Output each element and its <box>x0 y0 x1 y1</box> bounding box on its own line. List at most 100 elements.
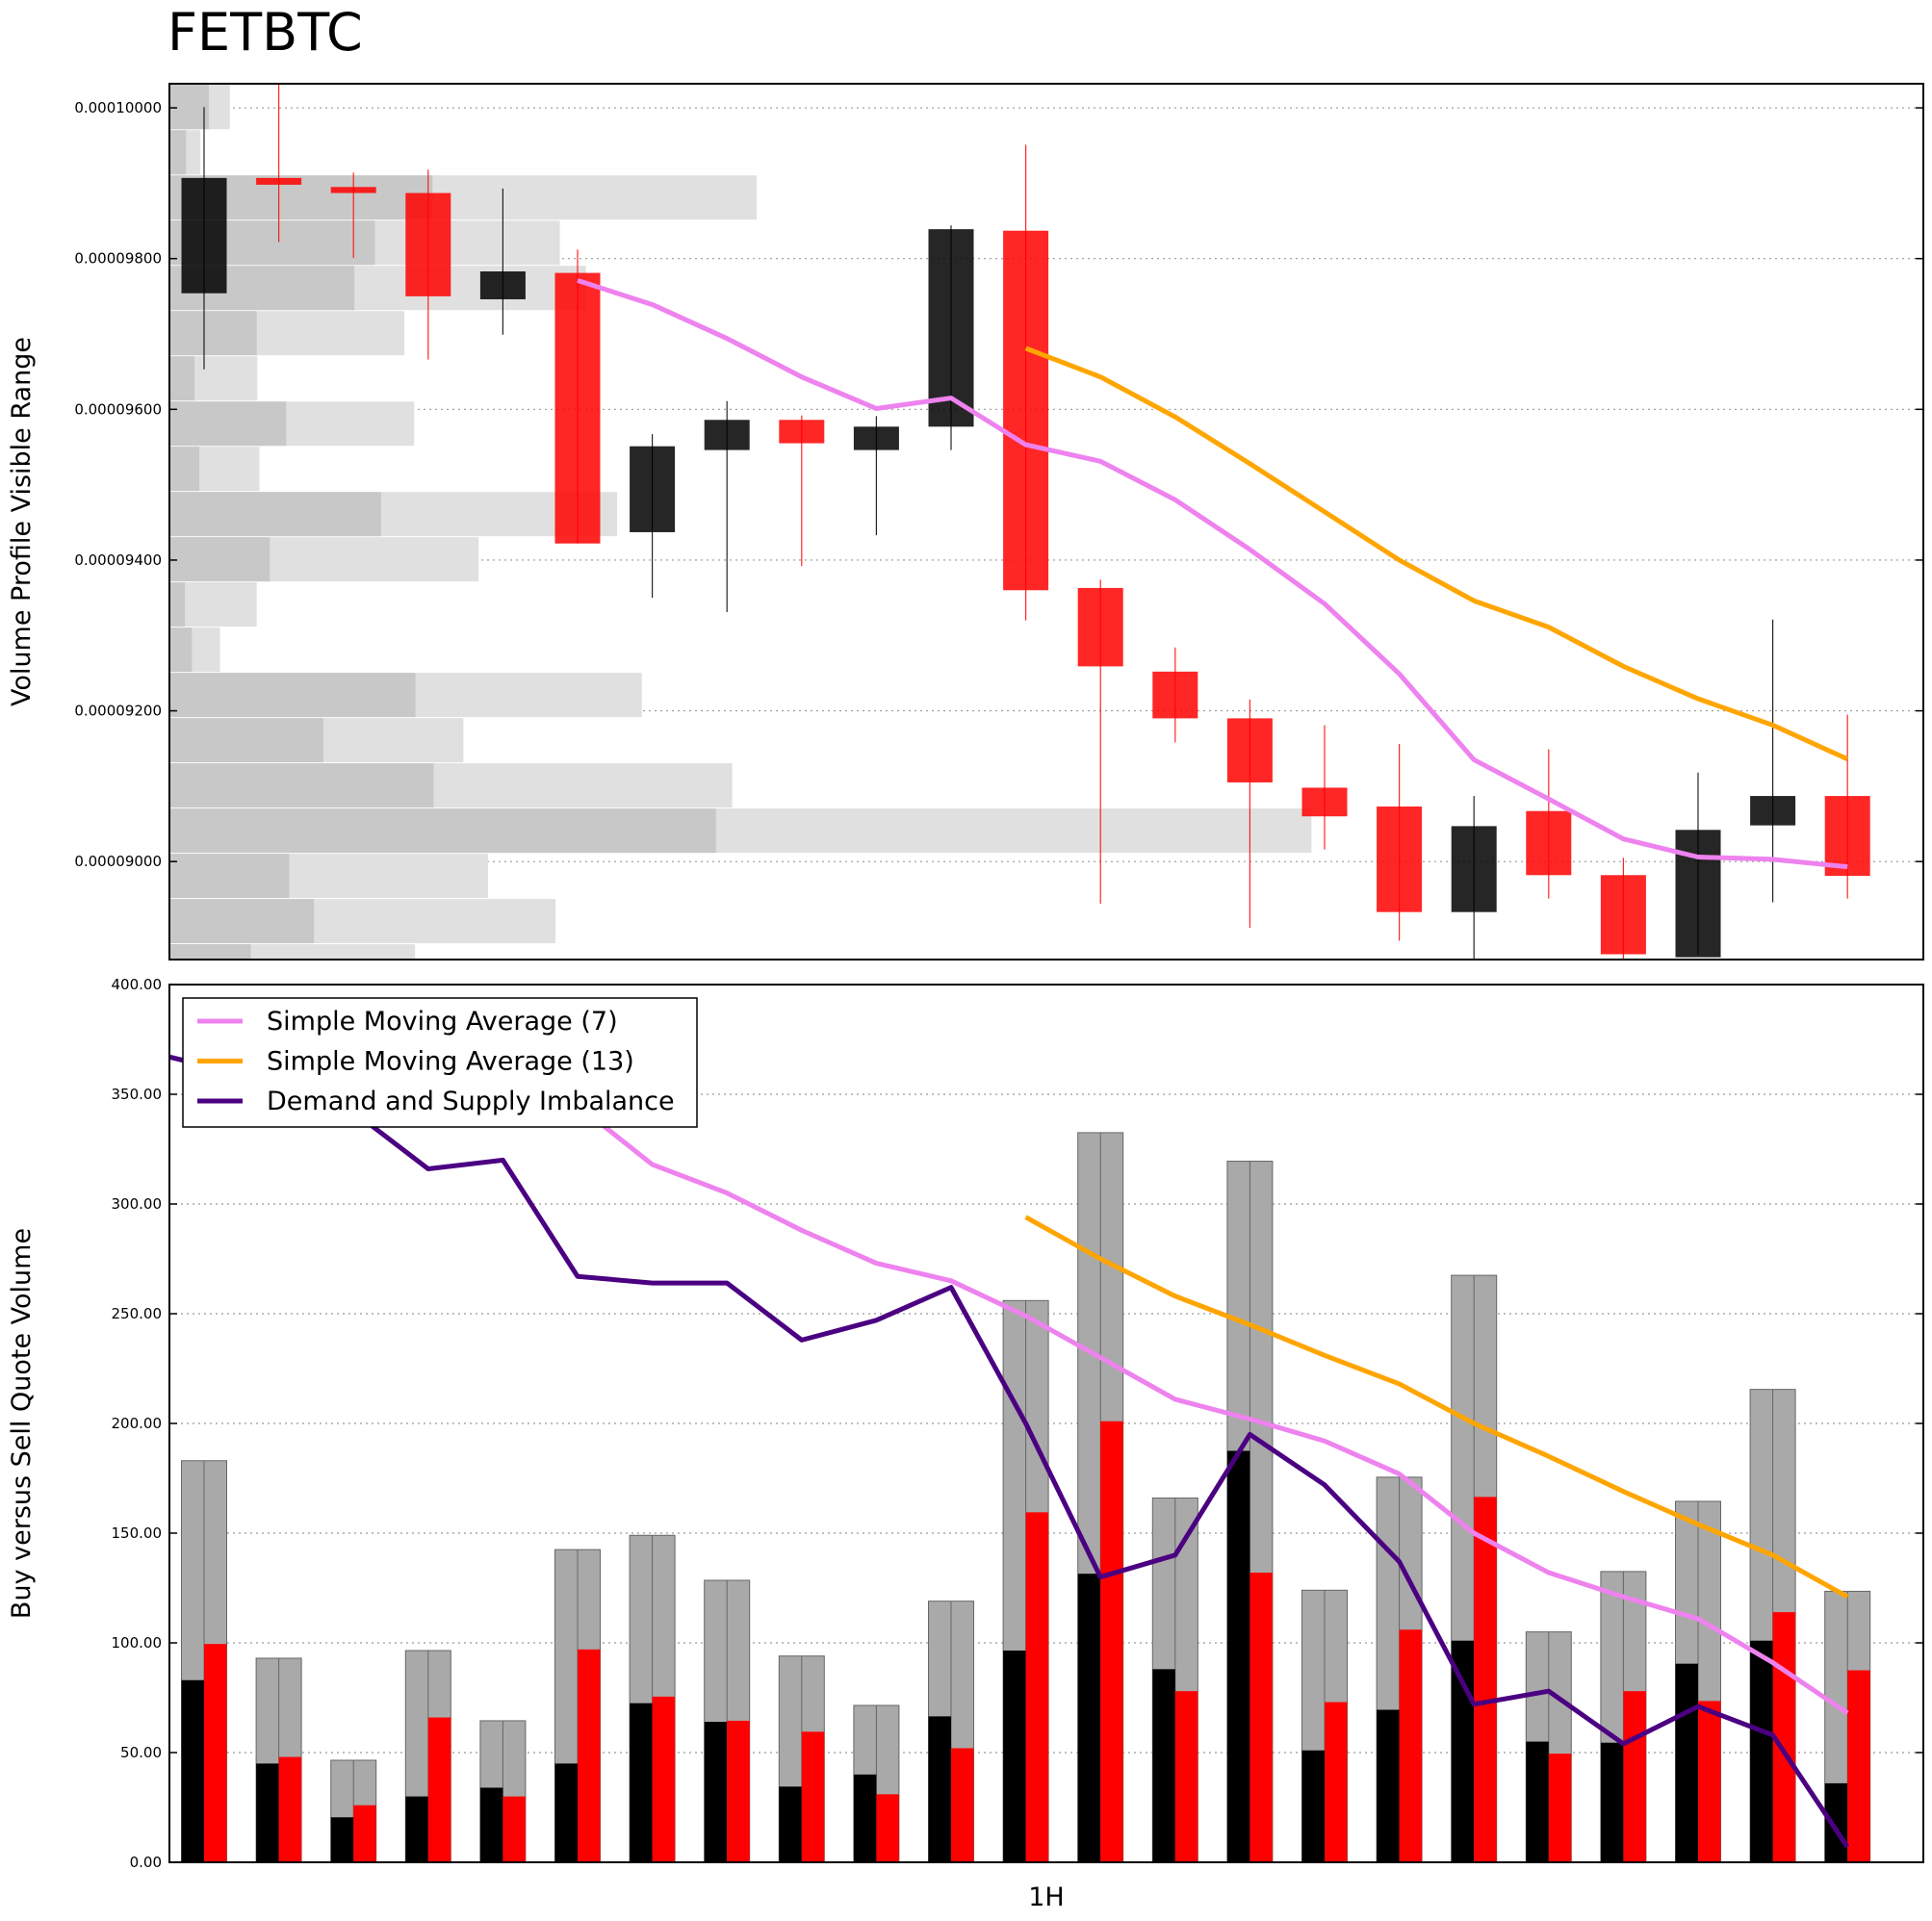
volume-tick-label: 350.00 <box>112 1086 163 1103</box>
volume-sell-bar <box>1399 1629 1423 1862</box>
volume-sell-bar <box>204 1644 227 1862</box>
candle-body <box>853 426 899 450</box>
price-y-ticks: 0.00009000 0.00009200 0.00009400 0.00009600… <box>74 99 1923 870</box>
volume-sma7-line <box>576 1103 1849 1716</box>
candle-body <box>256 177 302 185</box>
volume-sell-bar <box>727 1720 750 1862</box>
volume-sell-bar <box>1847 1670 1870 1862</box>
volume-profile-bar-dominant <box>169 854 290 899</box>
price-panel-frame <box>168 83 1924 960</box>
price-tick-label: 0.00009200 <box>74 703 162 720</box>
volume-buy-bar <box>479 1787 503 1862</box>
volume-buy-bar <box>1526 1741 1549 1862</box>
volume-profile-bar-dominant <box>169 311 257 356</box>
price-tick-label: 0.00009800 <box>74 250 162 268</box>
price-tick-label: 0.00009000 <box>74 853 162 870</box>
volume-buy-bar <box>630 1703 653 1862</box>
volume-tick-label: 400.00 <box>112 976 163 993</box>
volume-sell-bar <box>1249 1573 1273 1862</box>
legend-box <box>182 997 698 1128</box>
candle-body <box>630 446 676 532</box>
volume-buy-bar <box>256 1763 279 1862</box>
volume-buy-bar <box>1600 1742 1624 1862</box>
candle-body <box>1750 796 1796 826</box>
volume-buy-bar <box>1675 1663 1698 1862</box>
volume-tick-label: 200.00 <box>112 1415 163 1432</box>
volume-sell-bar <box>876 1794 899 1862</box>
volume-profile-bar-dominant <box>169 537 270 582</box>
volume-sell-bar <box>951 1748 974 1862</box>
candle-body <box>554 272 601 544</box>
volume-profile-bar-dominant <box>169 130 187 175</box>
volume-buy-bar <box>181 1679 204 1862</box>
volume-sell-bar <box>1474 1497 1497 1862</box>
volume-sma13-line <box>1024 1215 1849 1600</box>
candle-body <box>1675 830 1721 958</box>
volume-profile-bar-dominant <box>169 356 195 401</box>
volume-tick-label: 0.00 <box>130 1854 162 1871</box>
price-tick-label: 0.00010000 <box>74 99 162 116</box>
price-y-axis-label: Volume Profile Visible Range <box>7 337 37 706</box>
volume-sell-bar <box>1025 1512 1049 1862</box>
volume-profile-bar-dominant <box>169 899 315 944</box>
imbalance-line <box>169 1054 1850 1849</box>
volume-profile-bar-dominant <box>169 944 251 960</box>
volume-y-ticks: 0.00 50.00 100.00 150.00 200.00 250.00 300.00 3… <box>112 976 1923 1871</box>
volume-panel-frame <box>168 984 1924 1863</box>
candle-body <box>779 420 825 444</box>
volume-y-axis-label: Buy versus Sell Quote Volume <box>7 1228 37 1619</box>
legend: Simple Moving Average (7) Simple Moving A… <box>182 997 698 1128</box>
volume-sell-bar <box>578 1649 601 1862</box>
candle-body <box>1152 671 1198 719</box>
volume-buy-bar <box>853 1774 877 1862</box>
volume-sell-bar <box>1698 1701 1721 1862</box>
candle-body <box>704 420 750 450</box>
price-panel: 0.00009000 0.00009200 0.00009400 0.00009600… <box>7 83 1924 960</box>
volume-buy-bar <box>1451 1640 1475 1862</box>
volume-sell-bar <box>502 1796 526 1862</box>
volume-profile-bar-dominant <box>169 763 434 808</box>
volume-buy-bar <box>704 1722 728 1862</box>
candle-body <box>181 177 227 294</box>
candle-body <box>1003 230 1049 591</box>
candle-body <box>1824 796 1870 877</box>
price-tick-label: 0.00009600 <box>74 400 162 418</box>
candle-body <box>1451 826 1497 912</box>
volume-bars <box>181 1132 1871 1863</box>
volume-buy-bar <box>405 1796 428 1862</box>
volume-buy-bar <box>1003 1650 1026 1862</box>
volume-sell-bar <box>1174 1691 1198 1862</box>
volume-tick-label: 250.00 <box>112 1305 163 1322</box>
x-axis-label: 1H <box>1028 1883 1064 1912</box>
volume-buy-bar <box>1377 1709 1400 1862</box>
candle-body <box>1600 875 1646 955</box>
volume-profile-bar-dominant <box>169 673 416 718</box>
volume-profile <box>169 84 1312 960</box>
candle-body <box>479 271 526 299</box>
volume-sell-bar <box>801 1731 825 1862</box>
volume-profile-bar-dominant <box>169 84 209 130</box>
volume-buy-bar <box>1077 1574 1101 1862</box>
volume-profile-bar-dominant <box>169 628 193 673</box>
volume-buy-bar <box>1152 1669 1175 1862</box>
volume-sell-bar <box>353 1805 376 1862</box>
chart-title: FETBTC <box>167 2 363 63</box>
legend-label: Demand and Supply Imbalance <box>267 1087 675 1116</box>
legend-label: Simple Moving Average (13) <box>267 1047 634 1077</box>
volume-sell-bar <box>278 1756 302 1862</box>
volume-profile-bar-dominant <box>169 582 186 628</box>
volume-sell-bar <box>1325 1702 1348 1862</box>
volume-sell-bar <box>1100 1421 1123 1862</box>
legend-label: Simple Moving Average (7) <box>267 1007 618 1037</box>
volume-profile-bar-dominant <box>169 447 200 492</box>
volume-profile-bar-dominant <box>169 401 287 447</box>
volume-buy-bar <box>1750 1640 1773 1862</box>
volume-buy-bar <box>554 1763 578 1862</box>
volume-profile-bar-dominant <box>169 492 381 537</box>
volume-panel: 0.00 50.00 100.00 150.00 200.00 250.00 300.00 3… <box>7 976 1924 1871</box>
candlesticks <box>181 84 1870 960</box>
volume-buy-bar <box>1301 1750 1325 1862</box>
volume-buy-bar <box>330 1817 354 1862</box>
volume-tick-label: 150.00 <box>112 1524 163 1542</box>
